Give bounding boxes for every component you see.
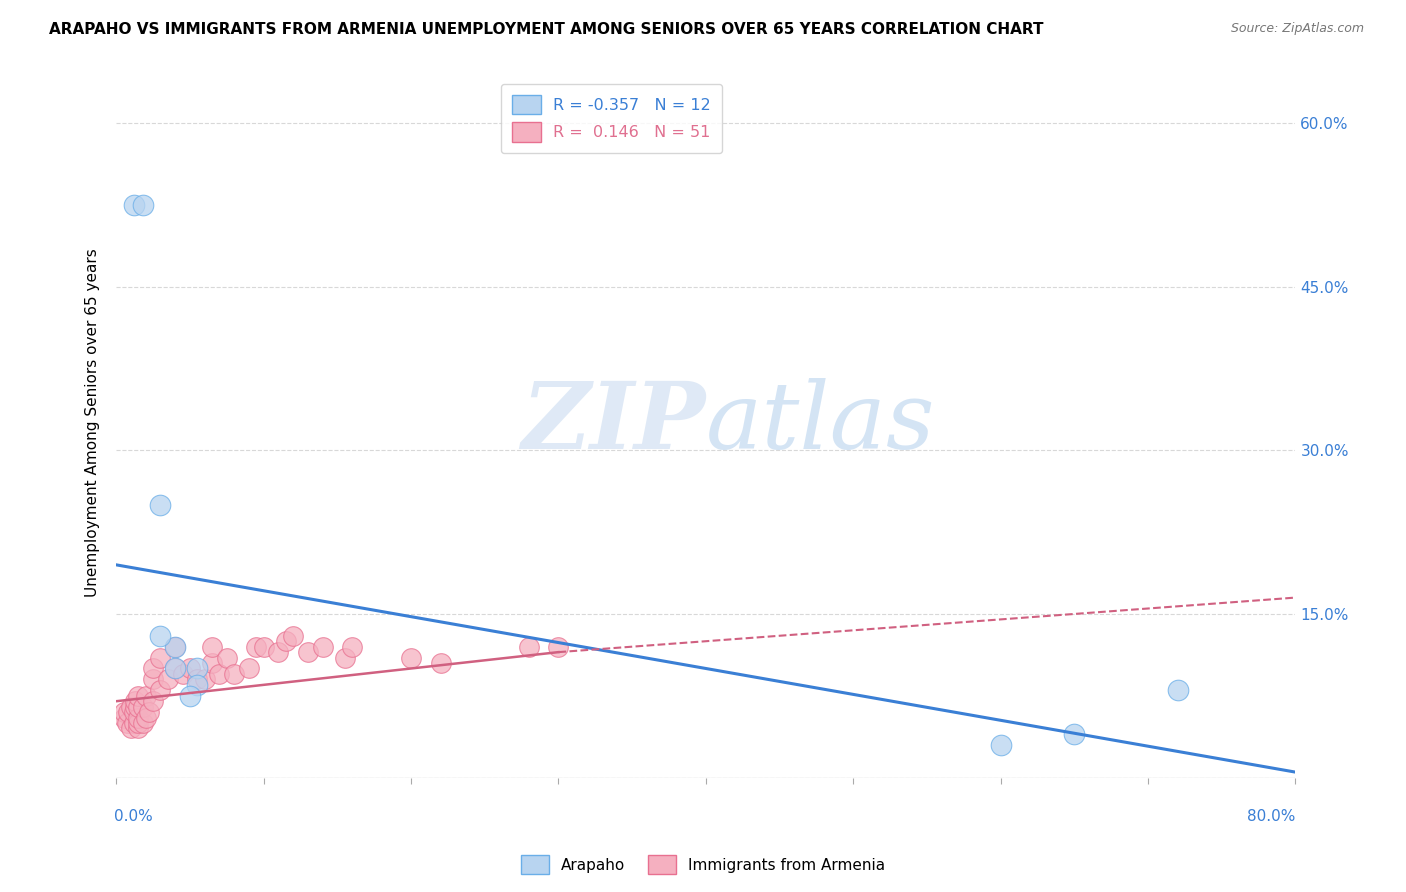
Point: [112, 710, 135, 724]
Point: [115, 716, 138, 731]
Point: [333, 650, 356, 665]
Legend: Arapaho, Immigrants from Armenia: Arapaho, Immigrants from Armenia: [515, 849, 891, 880]
Point: [267, 645, 290, 659]
Point: [429, 656, 451, 670]
Point: [165, 640, 187, 654]
Point: [149, 498, 172, 512]
Point: [172, 667, 194, 681]
Text: Source: ZipAtlas.com: Source: ZipAtlas.com: [1230, 22, 1364, 36]
Point: [120, 722, 142, 736]
Point: [186, 661, 208, 675]
Point: [132, 699, 155, 714]
Point: [117, 705, 139, 719]
Point: [238, 661, 260, 675]
Point: [281, 629, 304, 643]
Point: [547, 640, 569, 654]
Point: [122, 716, 145, 731]
Point: [120, 699, 142, 714]
Point: [149, 650, 172, 665]
Point: [215, 650, 238, 665]
Point: [208, 667, 231, 681]
Point: [340, 640, 363, 654]
Point: [142, 673, 165, 687]
Point: [124, 694, 146, 708]
Point: [142, 661, 165, 675]
Point: [165, 661, 187, 675]
Point: [127, 710, 149, 724]
Point: [186, 673, 208, 687]
Point: [156, 673, 179, 687]
Point: [122, 705, 145, 719]
Point: [132, 716, 155, 731]
Point: [179, 689, 201, 703]
Point: [135, 689, 157, 703]
Text: 0.0%: 0.0%: [114, 809, 153, 824]
Point: [399, 650, 422, 665]
Text: atlas: atlas: [706, 378, 935, 468]
Point: [127, 699, 149, 714]
Point: [297, 645, 319, 659]
Point: [990, 738, 1012, 752]
Point: [122, 198, 145, 212]
Point: [179, 661, 201, 675]
Point: [165, 661, 187, 675]
Point: [127, 716, 149, 731]
Point: [517, 640, 540, 654]
Point: [132, 198, 155, 212]
Point: [201, 640, 224, 654]
Point: [245, 640, 267, 654]
Point: [165, 640, 187, 654]
Point: [149, 629, 172, 643]
Point: [253, 640, 276, 654]
Point: [274, 634, 297, 648]
Text: ZIP: ZIP: [522, 378, 706, 468]
Point: [127, 722, 149, 736]
Point: [142, 694, 165, 708]
Point: [1167, 683, 1189, 698]
Point: [186, 678, 208, 692]
Point: [194, 673, 217, 687]
Legend: R = -0.357   N = 12, R =  0.146   N = 51: R = -0.357 N = 12, R = 0.146 N = 51: [501, 84, 723, 153]
Point: [112, 705, 135, 719]
Point: [311, 640, 333, 654]
Point: [201, 656, 224, 670]
Point: [124, 699, 146, 714]
Point: [127, 689, 149, 703]
Y-axis label: Unemployment Among Seniors over 65 years: Unemployment Among Seniors over 65 years: [86, 249, 100, 598]
Point: [1063, 727, 1085, 741]
Point: [224, 667, 246, 681]
Point: [149, 683, 172, 698]
Point: [135, 710, 157, 724]
Text: ARAPAHO VS IMMIGRANTS FROM ARMENIA UNEMPLOYMENT AMONG SENIORS OVER 65 YEARS CORR: ARAPAHO VS IMMIGRANTS FROM ARMENIA UNEMP…: [49, 22, 1043, 37]
Text: 80.0%: 80.0%: [1247, 809, 1295, 824]
Point: [138, 705, 160, 719]
